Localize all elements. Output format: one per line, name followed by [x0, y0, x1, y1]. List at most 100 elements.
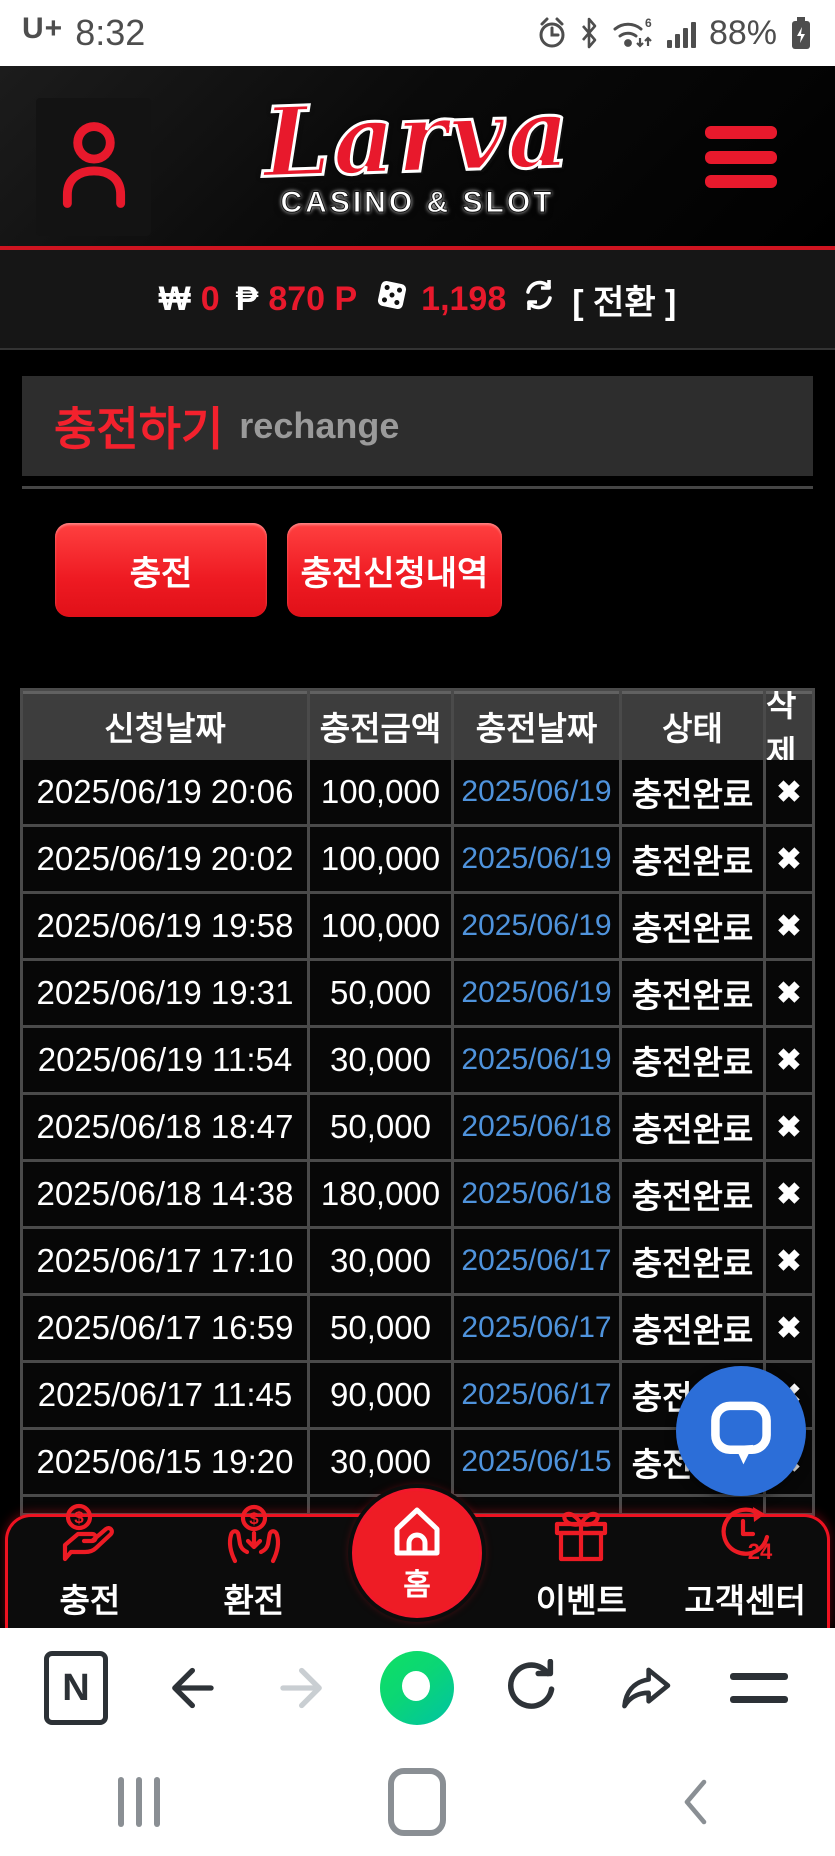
peso-value: 870 P: [268, 279, 358, 318]
naver-green-icon: [380, 1651, 455, 1725]
browser-menu-button[interactable]: [719, 1648, 799, 1728]
table-row: 2025/06/17 17:10 30,000 2025/06/17 충전완료 ✖: [23, 1229, 812, 1293]
android-back-button[interactable]: [557, 1776, 835, 1828]
table-header-row: 신청날짜 충전금액 충전날짜 상태 삭제: [23, 691, 812, 771]
charge-date-link[interactable]: 2025/06/17: [454, 1296, 619, 1360]
svg-text:6: 6: [645, 16, 652, 30]
nav-item-support[interactable]: 24 고객센터: [663, 1507, 827, 1628]
won-balance: ₩ 0: [159, 280, 220, 319]
bluetooth-icon: [579, 16, 599, 50]
recents-button[interactable]: [0, 1777, 278, 1827]
nav-label: 이벤트: [535, 1582, 627, 1619]
nav-item-exchange[interactable]: $ 환전: [172, 1504, 336, 1628]
hamburger-bar: [705, 150, 777, 164]
nav-label: 홈: [403, 1568, 431, 1602]
charge-history-table: 신청날짜 충전금액 충전날짜 상태 삭제 2025/06/19 20:06 100…: [20, 688, 815, 1516]
col-header-status: 상태: [622, 691, 763, 760]
android-back-icon: [684, 1779, 707, 1825]
table-row: [23, 1497, 812, 1513]
cell-amount: 180,000: [310, 1162, 451, 1226]
charge-history-button[interactable]: 충전신청내역: [287, 523, 502, 617]
status-left: U+ 8:32: [22, 12, 145, 54]
peso-symbol: ₱: [235, 279, 259, 318]
charge-date-link[interactable]: 2025/06/17: [454, 1229, 619, 1293]
cell-amount: 100,000: [310, 894, 451, 958]
logo-text: Larva: [260, 75, 575, 202]
charge-date-link[interactable]: 2025/06/19: [454, 1028, 619, 1092]
cell-applied-date: 2025/06/19 19:31: [23, 961, 307, 1025]
convert-link[interactable]: [ 전환 ]: [572, 283, 677, 322]
share-button[interactable]: [605, 1648, 685, 1728]
page-title: 충전하기: [54, 403, 224, 455]
nav-label: 환전: [223, 1582, 285, 1619]
cell-amount: 100,000: [310, 827, 451, 891]
chat-bubble-icon: [702, 1390, 780, 1473]
browser-toolbar: N: [0, 1628, 835, 1748]
delete-button[interactable]: ✖: [766, 894, 812, 958]
col-header-delete: 삭제: [766, 691, 812, 771]
delete-button[interactable]: ✖: [766, 1095, 812, 1159]
naver-app-button[interactable]: N: [36, 1648, 116, 1728]
delete-button[interactable]: ✖: [766, 760, 812, 824]
menu-line: [729, 1673, 788, 1680]
battery-icon: [789, 15, 813, 51]
delete-button[interactable]: ✖: [766, 827, 812, 891]
hamburger-menu-button[interactable]: [705, 126, 777, 188]
cell-status: 충전완료: [622, 961, 763, 1025]
charge-date-link[interactable]: [454, 1497, 619, 1513]
cell-applied-date: 2025/06/15 19:20: [23, 1430, 307, 1494]
cell-status: 충전완료: [622, 894, 763, 958]
browser-home-button[interactable]: [377, 1648, 457, 1728]
carrier-label: U+: [22, 12, 64, 45]
nav-item-events[interactable]: 이벤트: [499, 1511, 663, 1628]
table-row: 2025/06/19 20:06 100,000 2025/06/19 충전완료 ✖: [23, 760, 812, 824]
chip-value: 1,198: [421, 279, 507, 318]
delete-button[interactable]: ✖: [766, 961, 812, 1025]
charge-date-link[interactable]: 2025/06/19: [454, 827, 619, 891]
refresh-balance-icon[interactable]: [522, 278, 556, 321]
cell-status: 충전완료: [622, 1095, 763, 1159]
charge-date-link[interactable]: 2025/06/19: [454, 760, 619, 824]
table-row: 2025/06/18 14:38 180,000 2025/06/18 충전완료 ✖: [23, 1162, 812, 1226]
exchange-icon: $: [222, 1503, 286, 1572]
table-row: 2025/06/18 18:47 50,000 2025/06/18 충전완료 ✖: [23, 1095, 812, 1159]
cell-applied-date: 2025/06/17 11:45: [23, 1363, 307, 1427]
profile-button[interactable]: [36, 98, 151, 236]
gift-icon: [549, 1503, 613, 1572]
alarm-icon: [537, 16, 567, 50]
reload-button[interactable]: [491, 1648, 571, 1728]
battery-percent: 88%: [708, 13, 777, 52]
svg-text:24: 24: [748, 1539, 773, 1564]
cell-amount: 30,000: [310, 1028, 451, 1092]
delete-button[interactable]: ✖: [766, 1229, 812, 1293]
cell-amount: 30,000: [310, 1229, 451, 1293]
charge-date-link[interactable]: 2025/06/18: [454, 1162, 619, 1226]
charge-date-link[interactable]: 2025/06/18: [454, 1095, 619, 1159]
status-bar: U+ 8:32 6 88%: [0, 0, 835, 66]
logo-subtitle: CASINO & SLOT: [280, 185, 555, 219]
forward-button[interactable]: [264, 1648, 344, 1728]
charge-date-link[interactable]: 2025/06/15: [454, 1430, 619, 1494]
cell-amount: 50,000: [310, 1095, 451, 1159]
charge-date-link[interactable]: 2025/06/19: [454, 894, 619, 958]
delete-button[interactable]: ✖: [766, 1162, 812, 1226]
col-header-charge-date: 충전날짜: [454, 691, 619, 760]
charge-date-link[interactable]: 2025/06/17: [454, 1363, 619, 1427]
cell-status: 충전완료: [622, 1229, 763, 1293]
title-divider: [22, 486, 813, 489]
hamburger-bar: [705, 175, 777, 188]
cell-status: 충전완료: [622, 1296, 763, 1360]
back-button[interactable]: [150, 1648, 230, 1728]
user-icon: [57, 117, 131, 218]
delete-button[interactable]: ✖: [766, 1296, 812, 1360]
delete-button[interactable]: ✖: [766, 1028, 812, 1092]
menu-line: [729, 1696, 788, 1703]
won-value: 0: [200, 279, 220, 318]
delete-button[interactable]: [766, 1497, 812, 1513]
nav-item-home[interactable]: 홈: [352, 1488, 482, 1618]
live-chat-button[interactable]: [676, 1366, 806, 1496]
charge-button[interactable]: 충전: [55, 523, 267, 617]
android-home-button[interactable]: [278, 1768, 556, 1836]
nav-item-charge[interactable]: $ 충전: [8, 1503, 172, 1628]
charge-date-link[interactable]: 2025/06/19: [454, 961, 619, 1025]
